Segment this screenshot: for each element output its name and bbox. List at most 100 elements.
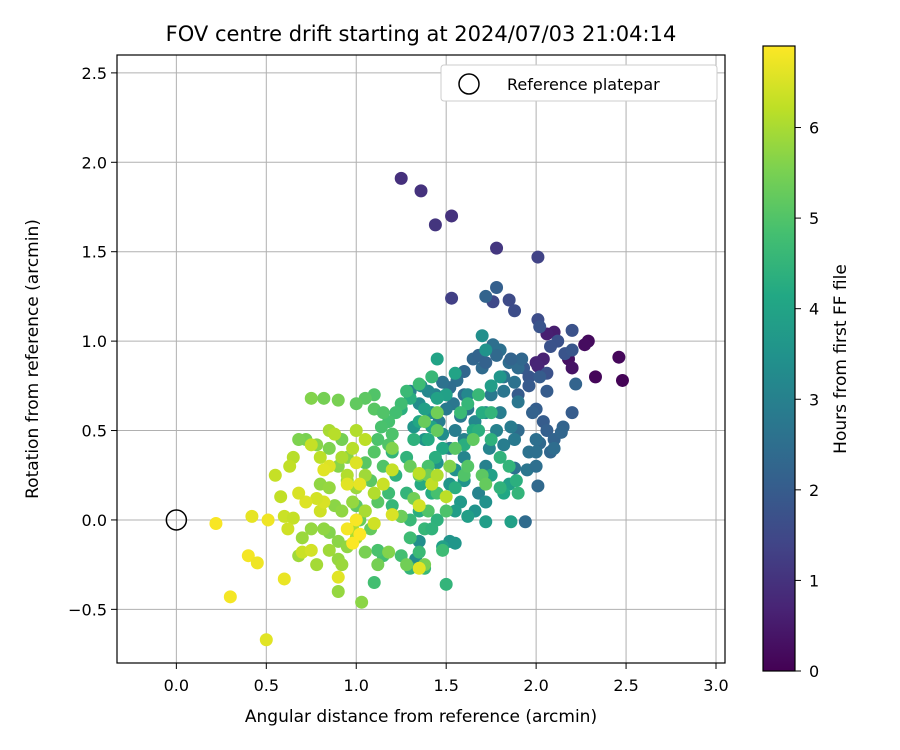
data-point [588,370,602,384]
data-point [479,356,493,370]
data-point [504,515,518,529]
data-point [358,432,372,446]
data-point [304,438,318,452]
colorbar-tick-label: 5 [809,209,819,228]
data-point [533,370,547,384]
data-point [484,432,498,446]
data-point [502,293,516,307]
data-point [493,370,507,384]
data-point [371,432,385,446]
data-point [353,477,367,491]
data-point [340,522,354,536]
data-point [439,577,453,591]
data-point [578,338,592,352]
data-point [245,509,259,523]
data-point [522,379,536,393]
x-tick-label: 3.0 [703,676,728,695]
data-point [448,366,462,380]
data-point [371,543,385,557]
data-point [367,517,381,531]
data-point [376,477,390,491]
x-tick-label: 2.5 [613,676,638,695]
data-point [367,576,381,590]
data-point [475,329,489,343]
data-point [421,459,435,473]
data-point [497,438,511,452]
data-point [304,522,318,536]
data-point [425,522,439,536]
data-point [385,508,399,522]
data-point [322,481,336,495]
data-point [531,479,545,493]
data-point [445,291,459,305]
data-point [250,556,264,570]
data-point [331,570,345,584]
data-point [286,511,300,525]
data-point [299,495,313,509]
data-point [367,486,381,500]
data-point [358,456,372,470]
data-point [479,495,493,509]
data-point [223,590,237,604]
data-point [412,466,426,480]
data-point [497,384,511,398]
data-point [472,486,486,500]
data-point [484,406,498,420]
data-point [540,384,554,398]
data-point [274,490,288,504]
colorbar: 0 1 2 3 4 5 6 Hours from first FF file [762,45,851,681]
data-point [461,459,475,473]
data-point [335,558,349,572]
colorbar-label: Hours from first FF file [831,264,851,454]
data-point [400,558,414,572]
data-point [335,450,349,464]
chart-title: FOV centre drift starting at 2024/07/03 … [166,22,677,46]
reference-platepar-marker [165,509,188,531]
y-tick-label: 0.0 [82,511,107,530]
data-point [331,584,345,598]
data-point [547,441,561,455]
data-point [526,406,540,420]
data-point [428,218,442,232]
data-point [385,499,399,513]
y-ticks: −0.5 0.0 0.5 1.0 1.5 2.0 2.5 [68,64,117,619]
data-point [515,352,529,366]
data-point [448,504,462,518]
colorbar-tick-label: 0 [809,662,819,681]
data-point [407,432,421,446]
data-point [565,361,579,375]
data-point [346,495,360,509]
data-point [430,352,444,366]
data-point [358,545,372,559]
data-point [340,468,354,482]
data-point [310,558,324,572]
data-point [436,375,450,389]
y-tick-label: 0.5 [82,422,107,441]
data-point [353,527,367,541]
data-point [518,515,532,529]
legend-marker-reference-icon [458,73,480,95]
y-tick-label: 2.5 [82,64,107,83]
data-point [418,415,432,429]
data-point [349,456,363,470]
data-point [490,241,504,255]
data-point [277,572,291,586]
data-point [531,250,545,264]
data-point [340,477,354,491]
data-point [331,393,345,407]
data-point [304,543,318,557]
data-point [461,388,475,402]
data-point [382,545,396,559]
x-tick-label: 0.0 [164,676,189,695]
data-points [209,171,629,647]
axes-frame [116,54,726,664]
legend-label-reference: Reference platepar [507,75,660,94]
x-tick-label: 1.5 [433,676,458,695]
data-point [292,432,306,446]
data-point [322,441,336,455]
data-point [502,459,516,473]
data-point [209,517,223,531]
data-point [493,481,507,495]
data-point [349,424,363,438]
data-point [412,377,426,391]
